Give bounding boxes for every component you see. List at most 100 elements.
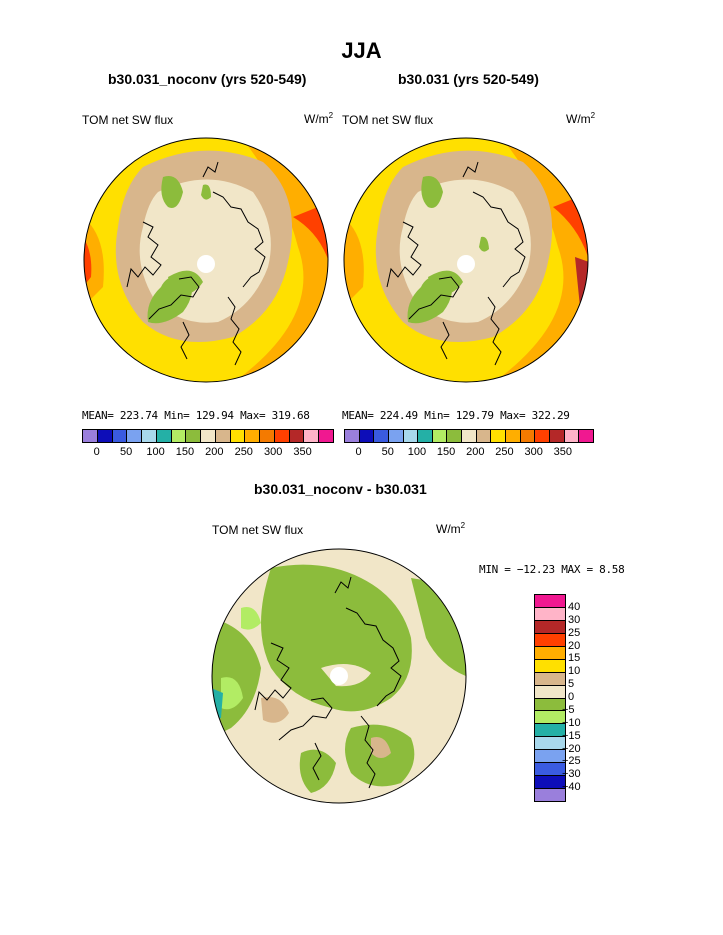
right-stats: MEAN= 224.49 Min= 129.79 Max= 322.29 xyxy=(342,409,570,422)
colorbar-level-label: −30 xyxy=(562,768,581,781)
colorbar-swatch xyxy=(201,430,216,442)
colorbar-swatch xyxy=(535,776,565,790)
colorbar-tick-label: 0 xyxy=(93,446,100,458)
colorbar-swatch xyxy=(97,430,113,442)
colorbar-swatch xyxy=(535,672,565,686)
colorbar-level-label: −25 xyxy=(562,755,581,768)
colorbar-swatch xyxy=(535,789,565,801)
colorbar-swatch xyxy=(506,430,521,442)
colorbar-tick-label: 50 xyxy=(119,446,133,458)
colorbar-tick-label: 0 xyxy=(355,446,362,458)
colorbar-tick-label: 250 xyxy=(234,446,253,458)
colorbar-level-label: 25 xyxy=(568,626,581,639)
colorbar-swatch xyxy=(535,724,565,738)
colorbar-swatch xyxy=(171,430,187,442)
left-stats: MEAN= 223.74 Min= 129.94 Max= 319.68 xyxy=(82,409,310,422)
colorbar-swatch xyxy=(535,685,565,699)
colorbar-swatch xyxy=(230,430,246,442)
colorbar-tick-label: 150 xyxy=(436,446,456,458)
colorbar-swatch xyxy=(564,430,580,442)
colorbar-swatch xyxy=(274,430,290,442)
colorbar-tick-label: 150 xyxy=(175,446,195,458)
right-colorbar xyxy=(344,429,594,443)
diff-panel-title: b30.031_noconv - b30.031 xyxy=(254,481,427,497)
colorbar-swatch xyxy=(186,430,202,442)
colorbar-swatch xyxy=(535,737,565,751)
colorbar-swatch xyxy=(403,430,419,442)
colorbar-tick-label: 200 xyxy=(466,446,485,458)
left-unit-label: W/m2 xyxy=(304,111,334,126)
colorbar-swatch xyxy=(476,430,492,442)
colorbar-swatch xyxy=(462,430,477,442)
colorbar-level-label: −15 xyxy=(562,729,581,742)
colorbar-tick-label: 50 xyxy=(381,446,394,458)
left-polar-map xyxy=(83,137,329,383)
right-panel-title: b30.031 (yrs 520-549) xyxy=(398,71,539,87)
colorbar-level-label: −5 xyxy=(562,703,575,716)
right-unit-label: W/m2 xyxy=(566,111,596,126)
colorbar-swatch xyxy=(374,430,389,442)
colorbar-swatch xyxy=(388,430,404,442)
colorbar-swatch xyxy=(245,430,261,442)
colorbar-swatch xyxy=(535,633,565,647)
diff-minmax: MIN = −12.23 MAX = 8.58 xyxy=(479,563,625,576)
colorbar-swatch xyxy=(359,430,375,442)
colorbar-swatch xyxy=(535,430,550,442)
colorbar-swatch xyxy=(345,430,360,442)
right-variable-label: TOM net SW flux xyxy=(342,113,434,127)
colorbar-tick-label: 300 xyxy=(263,446,283,458)
colorbar-swatch xyxy=(260,430,275,442)
colorbar-swatch xyxy=(549,430,565,442)
colorbar-swatch xyxy=(112,430,128,442)
colorbar-tick-label: 100 xyxy=(407,446,427,458)
left-colorbar xyxy=(82,429,334,443)
colorbar-level-label: −20 xyxy=(562,742,581,755)
diff-polar-map xyxy=(211,548,467,804)
colorbar-swatch xyxy=(289,430,305,442)
colorbar-swatch xyxy=(535,711,565,725)
colorbar-tick-label: 200 xyxy=(205,446,224,458)
diff-colorbar-labels: 40 30 25 20 15 10 5 0 −5 −10 −15 −20 −25 −30 −40 xyxy=(562,594,608,800)
colorbar-level-label: 40 xyxy=(568,600,581,613)
colorbar-level-label: −40 xyxy=(562,781,581,794)
colorbar-tick-label: 350 xyxy=(293,446,312,458)
colorbar-swatch xyxy=(491,430,507,442)
diff-colorbar xyxy=(534,594,566,802)
colorbar-tick-label: 350 xyxy=(553,446,572,458)
diff-variable-label: TOM net SW flux xyxy=(212,523,304,537)
colorbar-swatch xyxy=(535,659,565,673)
colorbar-swatch xyxy=(447,430,463,442)
colorbar-swatch xyxy=(156,430,172,442)
colorbar-level-label: −10 xyxy=(562,716,581,729)
right-polar-map xyxy=(343,137,589,383)
colorbar-swatch xyxy=(535,607,565,621)
colorbar-swatch xyxy=(535,698,565,712)
colorbar-swatch xyxy=(520,430,536,442)
left-variable-label: TOM net SW flux xyxy=(82,113,174,127)
colorbar-swatch xyxy=(579,430,593,442)
main-title: JJA xyxy=(341,38,382,63)
colorbar-level-label: 30 xyxy=(568,613,581,626)
colorbar-level-label: 15 xyxy=(568,652,581,665)
colorbar-swatch xyxy=(535,620,565,634)
colorbar-tick-label: 250 xyxy=(495,446,514,458)
colorbar-swatch xyxy=(319,430,334,442)
colorbar-swatch xyxy=(304,430,320,442)
diff-unit-label: W/m2 xyxy=(436,521,466,536)
colorbar-level-label: 20 xyxy=(568,639,581,652)
colorbar-swatch xyxy=(127,430,143,442)
colorbar-swatch xyxy=(418,430,433,442)
left-panel-title: b30.031_noconv (yrs 520-549) xyxy=(108,71,307,87)
colorbar-swatch xyxy=(432,430,448,442)
colorbar-swatch xyxy=(142,430,157,442)
colorbar-level-label: 5 xyxy=(568,678,575,691)
colorbar-swatch xyxy=(535,763,565,777)
colorbar-swatch xyxy=(535,595,565,608)
colorbar-swatch xyxy=(215,430,231,442)
colorbar-swatch xyxy=(83,430,98,442)
colorbar-tick-label: 300 xyxy=(524,446,543,458)
colorbar-level-label: 0 xyxy=(568,691,575,703)
colorbar-swatch xyxy=(535,750,565,764)
colorbar-level-label: 10 xyxy=(568,665,581,678)
colorbar-tick-label: 100 xyxy=(146,446,165,458)
